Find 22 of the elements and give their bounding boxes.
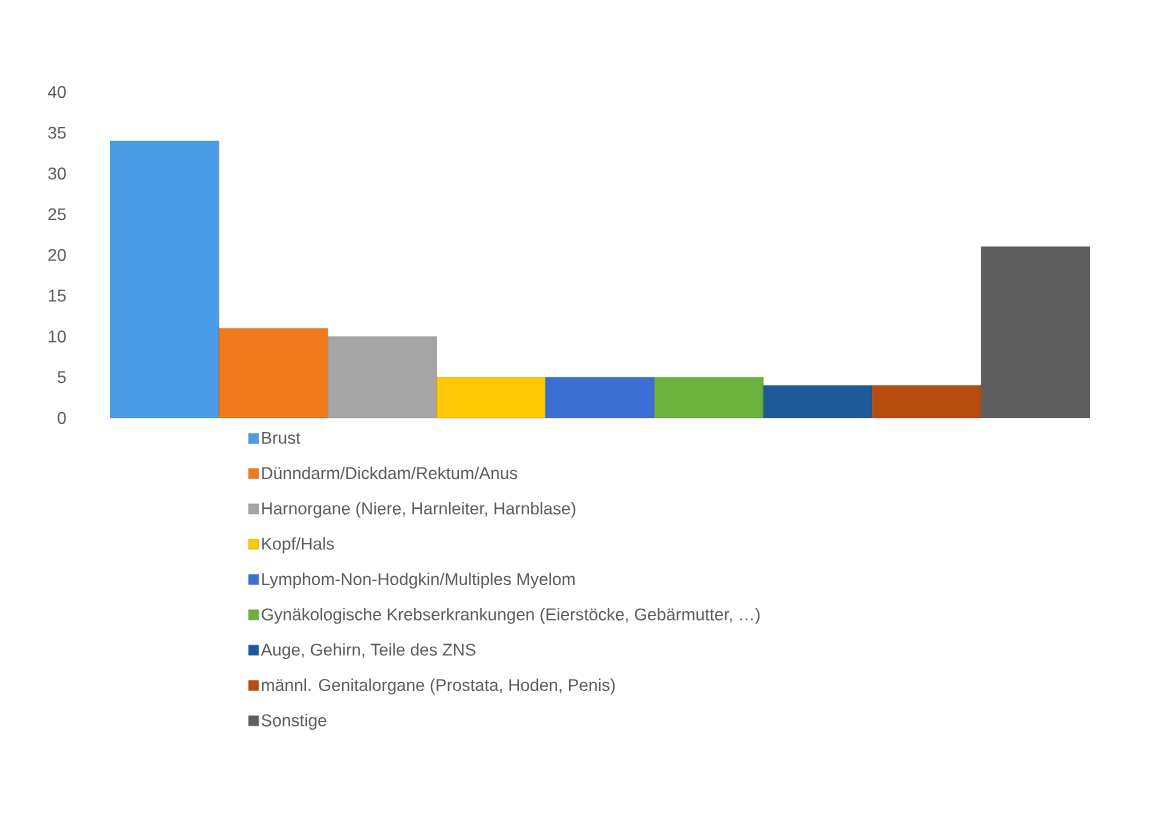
y-tick-label: 35 [48,126,66,139]
bar [110,140,220,418]
legend-label: Dünndarm/Dickdam/Rektum/Anus [262,466,518,480]
bar [980,246,1090,418]
y-tick-label: 5 [57,371,66,384]
legend-label: Brust [262,431,301,444]
y-tick-label: 20 [48,248,66,262]
legend-label: Sonstige [261,713,327,730]
y-tick-label: 25 [48,208,66,221]
legend-label: Kopf/Hals [262,537,334,554]
y-tick-label: 0 [57,411,66,425]
legend-label: männl. Genitalorgane (Prostata, Hoden, Penis) [261,678,615,695]
y-tick-label: 10 [48,330,66,343]
bar [872,385,982,418]
legend-label: Harnorgane (Niere, Harnleiter, Harnblase) [262,501,576,518]
y-tick-label: 30 [48,167,66,180]
legend-label: Lymphom-Non-Hodgkin/Multiples Myelom [262,572,575,589]
bar [545,377,655,418]
legend-label: Auge, Gehirn, Teile des ZNS [260,643,476,660]
legend-label: Gynäkologische Krebserkrankungen (Eierstöcke, Gebärmutter, …) [261,607,760,624]
y-tick-label: 15 [48,289,66,302]
y-tick-label: 40 [47,85,66,99]
